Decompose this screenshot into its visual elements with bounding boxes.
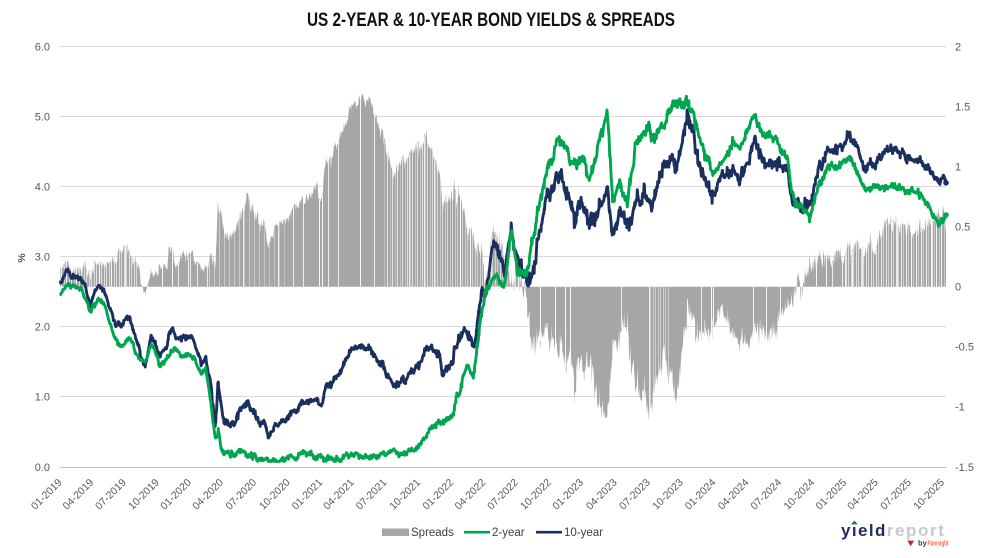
svg-text:-1.5: -1.5: [955, 462, 974, 474]
svg-text:1.5: 1.5: [955, 101, 970, 113]
svg-text:%: %: [16, 253, 28, 263]
svg-text:1: 1: [955, 161, 961, 173]
svg-text:0.5: 0.5: [955, 222, 970, 234]
svg-text:4.0: 4.0: [35, 182, 50, 194]
svg-text:Spreads: Spreads: [411, 527, 454, 539]
svg-text:by: by: [918, 539, 928, 548]
svg-text:2.0: 2.0: [35, 322, 50, 334]
svg-text:10-year: 10-year: [564, 527, 603, 539]
svg-text:6.0: 6.0: [35, 41, 50, 53]
svg-text:3.0: 3.0: [35, 252, 50, 264]
svg-text:Foresight: Foresight: [928, 539, 949, 548]
svg-text:US 2-YEAR & 10-YEAR BOND YIELD: US 2-YEAR & 10-YEAR BOND YIELDS & SPREAD…: [307, 9, 675, 31]
svg-text:1.0: 1.0: [35, 392, 50, 404]
svg-text:0.0: 0.0: [35, 462, 50, 474]
svg-text:yıeldreport: yıeldreport: [841, 521, 945, 540]
svg-text:2: 2: [955, 41, 961, 53]
svg-text:-0.5: -0.5: [955, 342, 974, 354]
svg-text:5.0: 5.0: [35, 111, 50, 123]
svg-text:0: 0: [955, 282, 961, 294]
svg-text:2-year: 2-year: [492, 527, 525, 539]
svg-text:-1: -1: [955, 402, 965, 414]
